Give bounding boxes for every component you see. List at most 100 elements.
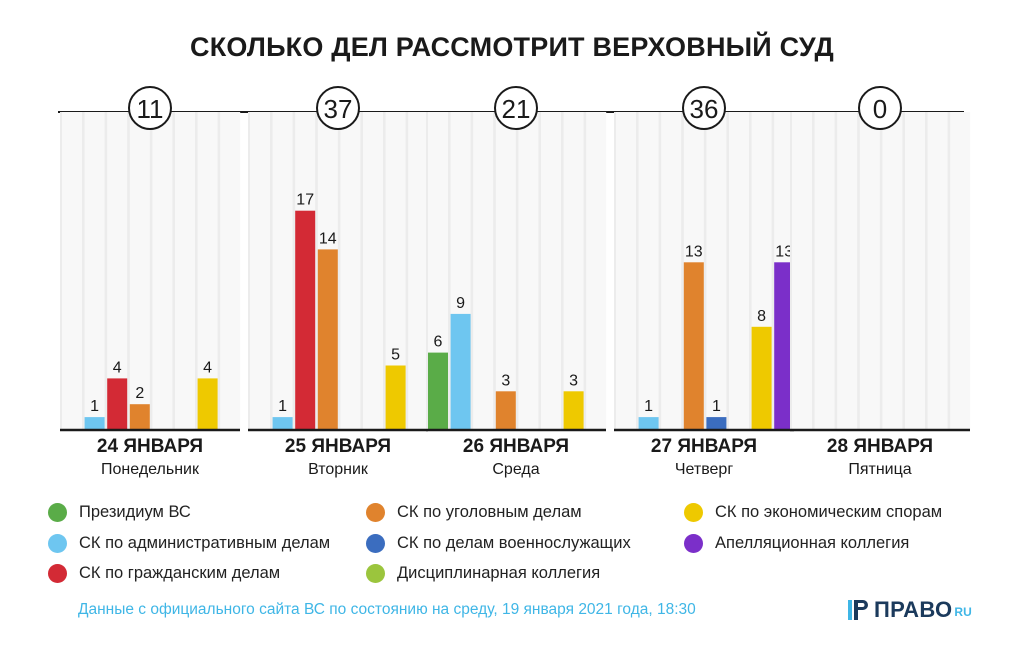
grid-stripe [495,112,516,430]
legend-label: СК по административным делам [79,533,331,552]
day-date: 25 ЯНВАРЯ [285,436,391,457]
grid-stripe [950,112,971,430]
grid-stripe [661,112,682,430]
day-weekday: Понедельник [101,461,200,478]
bar [272,417,293,430]
grid-stripe [62,112,82,430]
legend-item: СК по гражданским делам [48,561,280,585]
day-group: 0 28 ЯНВАРЯ Пятница [790,86,971,478]
bar [683,262,704,430]
legend-swatch [366,563,385,583]
grid-stripe [792,112,812,430]
data-label: 14 [319,230,337,247]
legend-label: Дисциплинарная коллегия [397,563,601,582]
grid-stripe [272,112,293,430]
grid-stripe [107,112,128,430]
day-total: 36 [690,94,719,124]
logo-subtext: RU [954,605,972,619]
day-total: 0 [873,94,887,124]
grid-stripe [638,112,659,430]
grid-stripe [250,112,270,430]
data-label: 13 [775,243,793,260]
data-label: 1 [90,398,99,415]
grid-stripe [129,112,150,430]
grid-stripe [340,112,361,430]
bar [197,378,218,430]
pravo-logo-icon [848,600,868,620]
data-label: 13 [685,243,703,260]
grid-stripe [729,112,749,430]
grid-stripe [706,112,727,430]
legend-item: СК по делам военнослужащих [366,531,631,555]
source-note: Данные с официального сайта ВС по состоя… [78,601,696,618]
day-weekday: Пятница [848,461,911,478]
legend-label: СК по делам военнослужащих [397,533,631,552]
grid-stripe [518,112,539,430]
day-date: 26 ЯНВАРЯ [463,436,569,457]
bar [107,378,128,430]
day-group: 1 17 14 5 37 25 ЯНВАРЯ Вторник [248,86,429,478]
total-circle [494,86,538,130]
data-label: 4 [113,359,122,376]
grid-stripe [408,112,429,430]
total-circle [682,86,726,130]
day-weekday: Вторник [308,461,369,478]
day-group: 1 13 1 8 13 36 27 ЯНВАРЯ Четверг [614,86,795,478]
legend-swatch [684,502,703,522]
bar [84,417,105,430]
day-weekday: Четверг [675,461,733,478]
legend-item: СК по административным делам [48,531,330,555]
grid-stripe [197,112,218,430]
data-label: 6 [434,334,443,351]
day-date: 24 ЯНВАРЯ [97,436,203,457]
legend-label: СК по гражданским делам [79,563,281,582]
bar [706,417,727,430]
grid-stripe [814,112,835,430]
grid-stripe [882,112,903,430]
bar [317,249,338,430]
grid-stripe [220,112,241,430]
grid-stripe [385,112,406,430]
grid-stripe [563,112,584,430]
bar [295,210,316,430]
legend-item: Дисциплинарная коллегия [366,561,600,585]
data-label: 1 [712,398,721,415]
grid-stripe [84,112,105,430]
total-circle [858,86,902,130]
grid-stripe [541,112,561,430]
data-label: 3 [501,372,510,389]
bar [428,352,448,430]
grid-stripe [905,112,925,430]
legend-item: Апелляционная коллегия [684,531,909,555]
total-circle [128,86,172,130]
legend-item: СК по экономическим спорам [684,500,942,524]
pravo-logo: ПРАВО RU [846,596,972,622]
data-label: 2 [135,385,144,402]
bar [774,262,795,430]
bar [129,404,150,430]
legend-item: СК по уголовным делам [366,500,582,524]
total-circle [316,86,360,130]
legend-label: Президиум ВС [79,502,191,521]
data-label: 5 [391,347,400,364]
data-label: 1 [644,398,653,415]
legend-swatch [48,502,67,522]
day-date: 28 ЯНВАРЯ [827,436,933,457]
grid-stripe [152,112,173,430]
data-label: 9 [456,295,465,312]
bar [563,391,584,430]
day-group: 6 9 3 3 21 26 ЯНВАРЯ Среда [426,86,607,478]
legend-label: СК по экономическим спорам [715,502,943,521]
data-label: 17 [296,192,314,209]
grid-stripe [363,112,383,430]
bar [751,326,772,430]
legend-label: СК по уголовным делам [397,502,582,521]
legend-swatch [366,533,385,553]
legend-item: Президиум ВС [48,500,191,524]
data-label: 3 [569,372,578,389]
bar [385,365,406,430]
legend-label: Апелляционная коллегия [715,533,910,552]
legend-swatch [684,533,703,553]
bar [495,391,516,430]
